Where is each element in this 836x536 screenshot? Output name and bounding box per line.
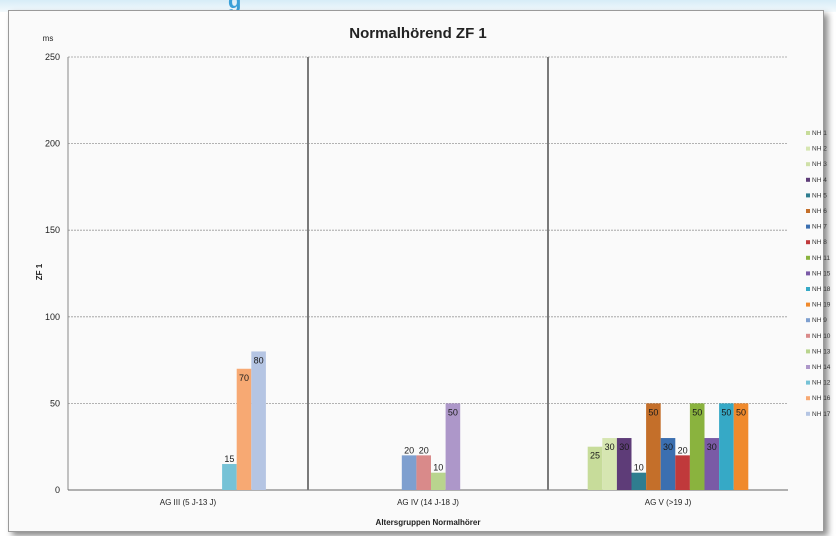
- data-label: 20: [678, 445, 688, 455]
- bar: [660, 438, 676, 490]
- legend-swatch: [806, 396, 810, 401]
- legend-label: NH 13: [812, 348, 831, 355]
- x-tick-label: AG V (>19 J): [645, 498, 692, 507]
- y-tick-label: 0: [55, 485, 60, 495]
- legend-label: NH 3: [812, 161, 827, 168]
- data-label: 30: [663, 442, 673, 452]
- legend-swatch: [806, 333, 810, 338]
- x-axis-label: Altersgruppen Normalhörer: [376, 518, 481, 527]
- data-label: 10: [634, 463, 644, 473]
- data-label: 50: [736, 407, 746, 417]
- bar: [445, 403, 461, 490]
- y-tick-label: 100: [45, 312, 60, 322]
- data-label: 50: [721, 407, 731, 417]
- bar: [222, 464, 237, 490]
- legend-swatch: [806, 380, 810, 385]
- legend-swatch: [806, 209, 810, 213]
- bar: [733, 403, 749, 490]
- legend-swatch: [806, 411, 810, 416]
- legend-label: NH 7: [812, 224, 827, 231]
- bar: [431, 472, 446, 490]
- chart-frame: [8, 10, 824, 532]
- slide-header-text: g: [228, 0, 242, 12]
- bar-labels: 15 70 80 20 20 10 50 25 30 30 10 50 30 20 50 30 50 50: [224, 355, 746, 472]
- y-ticks: 0 50 100 150 200 250: [45, 52, 60, 495]
- slide-header-strip: g: [0, 0, 836, 12]
- legend-swatch: [806, 318, 810, 323]
- legend-swatch: [806, 287, 810, 291]
- data-label: 10: [433, 463, 443, 473]
- legend-swatch: [806, 177, 810, 182]
- legend-swatch: [806, 240, 810, 245]
- chart-title: Normalhörend ZF 1: [349, 25, 487, 42]
- y-tick-label: 50: [50, 398, 60, 408]
- legend-swatch: [806, 146, 810, 151]
- legend-label: NH 14: [812, 364, 831, 371]
- legend-label: NH 8: [812, 239, 827, 246]
- data-label: 50: [448, 407, 458, 417]
- y-tick-label: 200: [45, 139, 60, 149]
- bar: [587, 446, 603, 490]
- data-label: 25: [590, 451, 600, 461]
- legend-swatch: [806, 365, 810, 369]
- bar: [719, 403, 734, 490]
- legend-swatch: [806, 224, 810, 229]
- legend-label: NH 17: [812, 411, 831, 418]
- legend-label: NH 15: [812, 270, 831, 277]
- legend-label: NH 16: [812, 395, 831, 402]
- legend-label: NH 2: [812, 146, 827, 153]
- bar: [689, 403, 705, 490]
- legend-swatch: [806, 349, 810, 354]
- bar: [616, 438, 632, 490]
- bar: [646, 403, 661, 490]
- y-tick-label: 150: [45, 225, 60, 235]
- category-dividers: [67, 57, 788, 491]
- bar: [251, 351, 266, 490]
- legend-label: NH 1: [812, 130, 827, 137]
- legend-swatch: [806, 193, 810, 198]
- data-label: 50: [692, 407, 702, 417]
- bar: [631, 472, 647, 490]
- data-label: 80: [254, 355, 264, 365]
- data-label: 30: [707, 442, 717, 452]
- bar: [416, 455, 431, 490]
- legend-label: NH 4: [812, 177, 827, 184]
- legend-label: NH 10: [812, 333, 831, 340]
- y-axis-unit: ms: [43, 34, 54, 43]
- y-axis-label: ZF 1: [35, 263, 44, 280]
- y-tick-label: 250: [45, 52, 60, 62]
- bars: [222, 351, 749, 490]
- legend: NH 1 NH 2 NH 3 NH 4 NH 5 NH 6 NH 7 NH 8 NH 11 NH …: [806, 130, 831, 418]
- data-label: 15: [224, 454, 234, 464]
- bar: [602, 438, 617, 490]
- data-label: 20: [404, 445, 414, 455]
- legend-swatch: [806, 162, 810, 167]
- legend-label: NH 12: [812, 380, 831, 387]
- x-tick-label: AG IV (14 J-18 J): [397, 498, 459, 507]
- data-label: 20: [419, 445, 429, 455]
- gridlines: [68, 56, 788, 404]
- data-label: 50: [648, 407, 658, 417]
- data-label: 30: [619, 442, 629, 452]
- data-label: 30: [605, 442, 615, 452]
- legend-label: NH 9: [812, 317, 827, 324]
- bar: [675, 455, 690, 490]
- legend-label: NH 6: [812, 208, 827, 215]
- bar: [704, 438, 720, 490]
- legend-swatch: [806, 271, 810, 276]
- legend-label: NH 11: [812, 255, 830, 262]
- bar: [401, 455, 417, 490]
- x-ticks: AG III (5 J-13 J) AG IV (14 J-18 J) AG V (…: [160, 498, 692, 507]
- legend-swatch: [806, 131, 810, 135]
- x-tick-label: AG III (5 J-13 J): [160, 498, 217, 507]
- bar: [236, 368, 252, 490]
- data-label: 70: [239, 373, 249, 383]
- legend-label: NH 5: [812, 192, 827, 199]
- legend-label: NH 18: [812, 286, 831, 293]
- legend-swatch: [806, 255, 810, 260]
- legend-label: NH 19: [812, 302, 831, 309]
- legend-swatch: [806, 302, 810, 307]
